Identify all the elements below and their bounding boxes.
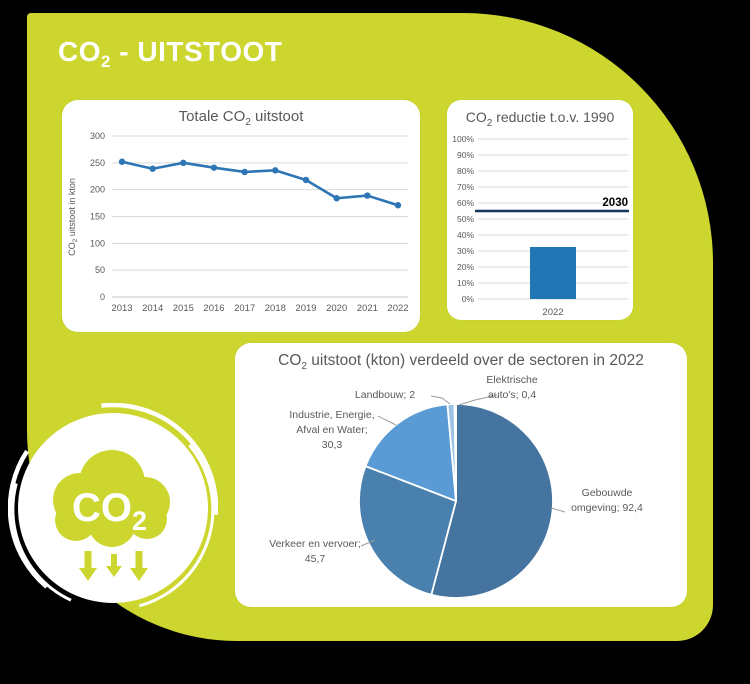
svg-text:omgeving; 92,4: omgeving; 92,4 xyxy=(571,502,643,514)
bar-chart-title: CO2 reductie t.o.v. 1990 xyxy=(465,109,615,129)
page-title-post: - UITSTOOT xyxy=(110,36,283,67)
svg-text:2022: 2022 xyxy=(542,307,563,318)
svg-text:60%: 60% xyxy=(457,198,474,208)
svg-text:50%: 50% xyxy=(457,214,474,224)
svg-text:Gebouwde: Gebouwde xyxy=(582,487,633,499)
page-title-pre: CO xyxy=(58,36,101,67)
svg-text:2022: 2022 xyxy=(387,303,408,314)
svg-text:Industrie, Energie,: Industrie, Energie, xyxy=(289,409,374,421)
svg-text:2017: 2017 xyxy=(234,303,255,314)
svg-text:50: 50 xyxy=(95,265,105,275)
svg-text:Landbouw; 2: Landbouw; 2 xyxy=(355,389,415,401)
line-chart-title: Totale CO2 uitstoot xyxy=(178,108,304,128)
svg-text:100: 100 xyxy=(90,238,105,248)
svg-text:0: 0 xyxy=(100,292,105,302)
total-emissions-line-chart-card: Totale CO2 uitstoot 0 50 100 150 200 250 300 20… xyxy=(62,100,420,332)
reduction-bar-chart-card: CO2 reductie t.o.v. 1990 0% 10% 20% 30% 40% 5… xyxy=(447,100,633,320)
svg-text:20%: 20% xyxy=(457,262,474,272)
pie-chart-title: CO2 uitstoot (kton) verdeeld over de sec… xyxy=(278,352,644,372)
svg-text:CO2 uitstoot in kton: CO2 uitstoot in kton xyxy=(67,178,79,256)
svg-text:150: 150 xyxy=(90,212,105,222)
svg-text:10%: 10% xyxy=(457,278,474,288)
svg-text:2013: 2013 xyxy=(111,303,132,314)
svg-text:auto's; 0,4: auto's; 0,4 xyxy=(488,389,536,401)
page-title-subscript: 2 xyxy=(101,52,111,71)
svg-text:250: 250 xyxy=(90,158,105,168)
bar-chart: 0% 10% 20% 30% 40% 50% 60% 70% 80% 90% 100% 2030 202… xyxy=(452,134,629,318)
svg-text:70%: 70% xyxy=(457,182,474,192)
co2-cloud-icon: CO2 xyxy=(7,402,219,614)
svg-text:Elektrische: Elektrische xyxy=(486,374,538,386)
svg-text:40%: 40% xyxy=(457,230,474,240)
svg-text:2018: 2018 xyxy=(265,303,286,314)
line-chart: 0 50 100 150 200 250 300 2013 2014 2015 2016 2017 20… xyxy=(67,131,409,314)
svg-text:2021: 2021 xyxy=(357,303,378,314)
svg-text:300: 300 xyxy=(90,131,105,141)
co2-reduction-badge: CO2 xyxy=(7,402,219,614)
svg-text:30%: 30% xyxy=(457,246,474,256)
svg-text:Verkeer en vervoer;: Verkeer en vervoer; xyxy=(269,538,361,550)
svg-text:2016: 2016 xyxy=(203,303,224,314)
sector-pie-chart-card: CO2 uitstoot (kton) verdeeld over de sec… xyxy=(235,343,687,607)
svg-text:45,7: 45,7 xyxy=(305,553,326,565)
svg-text:0%: 0% xyxy=(462,294,475,304)
svg-text:2014: 2014 xyxy=(142,303,163,314)
svg-text:2015: 2015 xyxy=(173,303,194,314)
svg-text:100%: 100% xyxy=(452,134,474,144)
svg-text:2020: 2020 xyxy=(326,303,347,314)
svg-text:200: 200 xyxy=(90,185,105,195)
svg-text:2019: 2019 xyxy=(295,303,316,314)
page-title: CO2 - UITSTOOT xyxy=(58,36,282,72)
svg-text:90%: 90% xyxy=(457,150,474,160)
svg-text:80%: 80% xyxy=(457,166,474,176)
svg-text:CO2: CO2 xyxy=(72,486,147,536)
svg-text:30,3: 30,3 xyxy=(322,439,343,451)
pie-chart: Gebouwde omgeving; 92,4 Verkeer en vervoer… xyxy=(269,374,643,599)
svg-text:Afval en Water;: Afval en Water; xyxy=(296,424,367,436)
svg-text:2030: 2030 xyxy=(602,197,628,209)
